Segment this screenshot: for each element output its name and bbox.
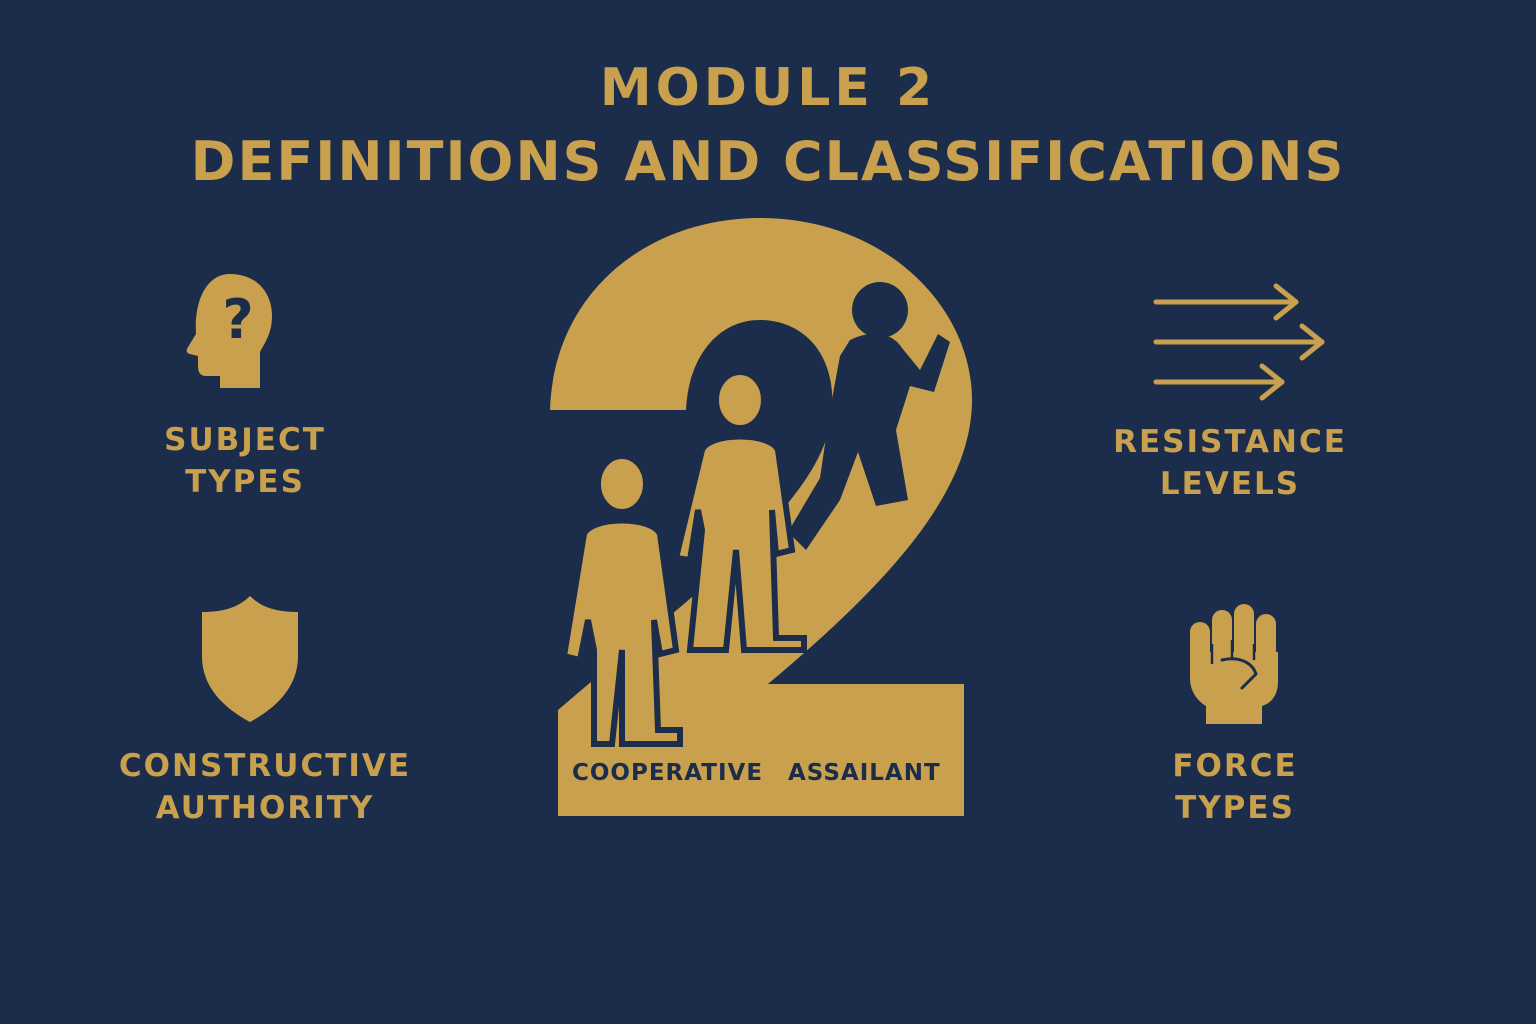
shield-icon [202,596,298,722]
number-two-icon [550,218,972,816]
subject-types-label: SUBJECT TYPES [164,422,326,500]
constructive-authority-label: CONSTRUCTIVE AUTHORITY [118,748,412,826]
page-heading: DEFINITIONS AND CLASSIFICATIONS [190,130,1346,193]
arrows-icon [1153,283,1325,401]
svg-text:?: ? [222,288,253,351]
resistance-levels-label: RESISTANCE LEVELS [1113,424,1347,502]
walking-figure [672,369,807,653]
fist-icon [1190,604,1278,724]
assailant-label: ASSAILANT [788,760,941,786]
head-question-icon: ? [186,274,272,388]
module-title: MODULE 2 [599,58,937,118]
running-figure [788,282,950,550]
cooperative-label: COOPERATIVE [572,760,764,786]
standing-figure [560,453,683,747]
force-types-label: FORCE TYPES [1172,748,1298,826]
